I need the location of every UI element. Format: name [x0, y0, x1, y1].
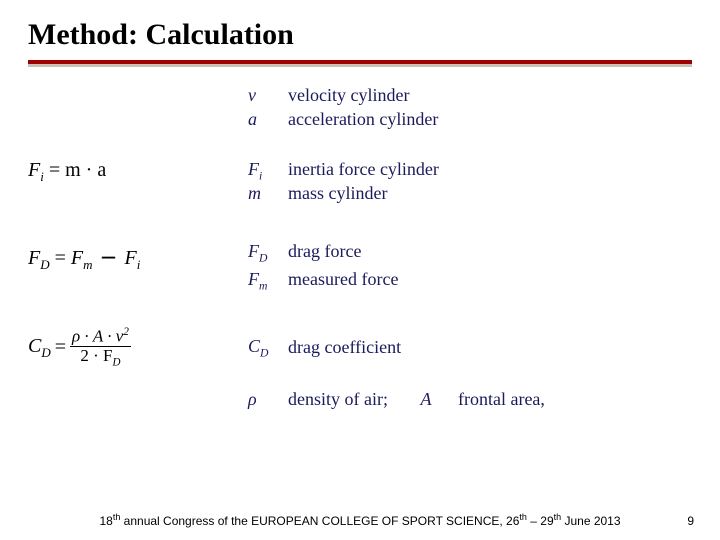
title-divider	[28, 60, 692, 67]
eq-cd: CD = ρ · A · v2 2 · FD	[28, 327, 248, 368]
desc-a: acceleration cylinder	[288, 109, 438, 130]
sym-m: m	[248, 183, 288, 204]
desc-fi: inertia force cylinder	[288, 159, 439, 185]
sym-cd: CD	[248, 336, 288, 360]
sym-rho: ρ	[248, 389, 288, 410]
page-number: 9	[687, 514, 694, 528]
sym-fm: Fm	[248, 269, 288, 293]
sym-a: a	[248, 109, 288, 130]
desc-rho: density of air; A frontal area,	[288, 389, 545, 410]
sym-v: v	[248, 85, 288, 106]
sym-fi: Fi	[248, 159, 288, 185]
sym-A: A	[420, 389, 431, 409]
footer: 18th annual Congress of the EUROPEAN COL…	[0, 512, 720, 528]
content-area: v velocity cylinder a acceleration cylin…	[28, 79, 692, 479]
desc-cd: drag coefficient	[288, 337, 401, 358]
slide-title: Method: Calculation	[28, 18, 692, 52]
desc-v: velocity cylinder	[288, 85, 409, 106]
eq-fi: Fi = m · a	[28, 159, 248, 185]
desc-A: frontal area,	[458, 389, 545, 409]
desc-fm: measured force	[288, 269, 398, 293]
desc-m: mass cylinder	[288, 183, 387, 204]
